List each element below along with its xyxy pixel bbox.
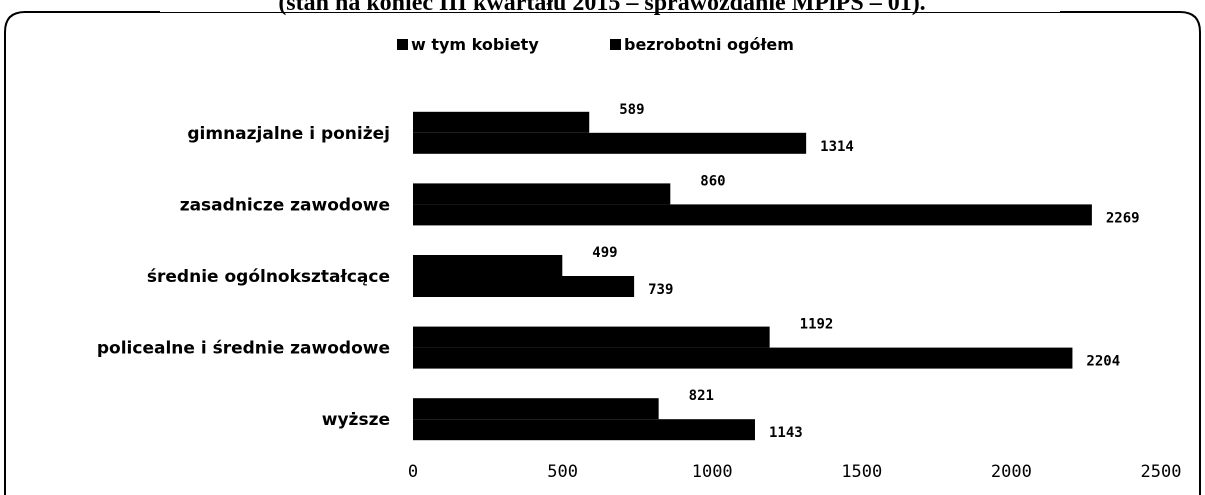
bar [413,111,590,133]
data-label: 589 [619,102,644,118]
x-tick-label: 1000 [692,462,733,482]
bar [413,183,671,205]
bar [413,398,659,420]
legend-swatch [397,39,408,50]
legend-swatch [610,39,621,50]
bar [413,419,755,441]
y-tick-label: gimnazjalne i poniżej [187,124,390,144]
y-tick-label: średnie ogólnokształcące [147,267,390,287]
x-tick-label: 0 [408,462,418,482]
title-bg [160,0,1060,12]
bar [413,255,563,276]
data-label: 2204 [1086,354,1120,370]
y-tick-label: zasadnicze zawodowe [180,195,390,215]
y-tick-label: policealne i średnie zawodowe [97,339,390,359]
data-label: 821 [689,388,714,404]
data-label: 2269 [1106,210,1140,226]
legend-label: w tym kobiety [411,35,539,54]
bar [413,204,1092,226]
data-label: 860 [700,173,725,189]
data-label: 1143 [769,425,803,441]
x-tick-label: 2500 [1141,462,1182,482]
legend-label: bezrobotni ogółem [624,35,794,54]
data-label: 1192 [800,317,834,333]
x-tick-label: 2000 [991,462,1032,482]
data-label: 1314 [820,139,854,155]
bar [413,326,770,348]
data-label: 499 [592,245,617,261]
chart-title: (stan na koniec III kwartału 2015 – spra… [278,0,925,16]
bar [413,276,635,297]
bar [413,347,1073,369]
y-tick-label: wyższe [322,410,390,430]
x-tick-label: 1500 [841,462,882,482]
x-tick-label: 500 [547,462,578,482]
data-label: 739 [648,282,673,298]
bar [413,132,807,154]
